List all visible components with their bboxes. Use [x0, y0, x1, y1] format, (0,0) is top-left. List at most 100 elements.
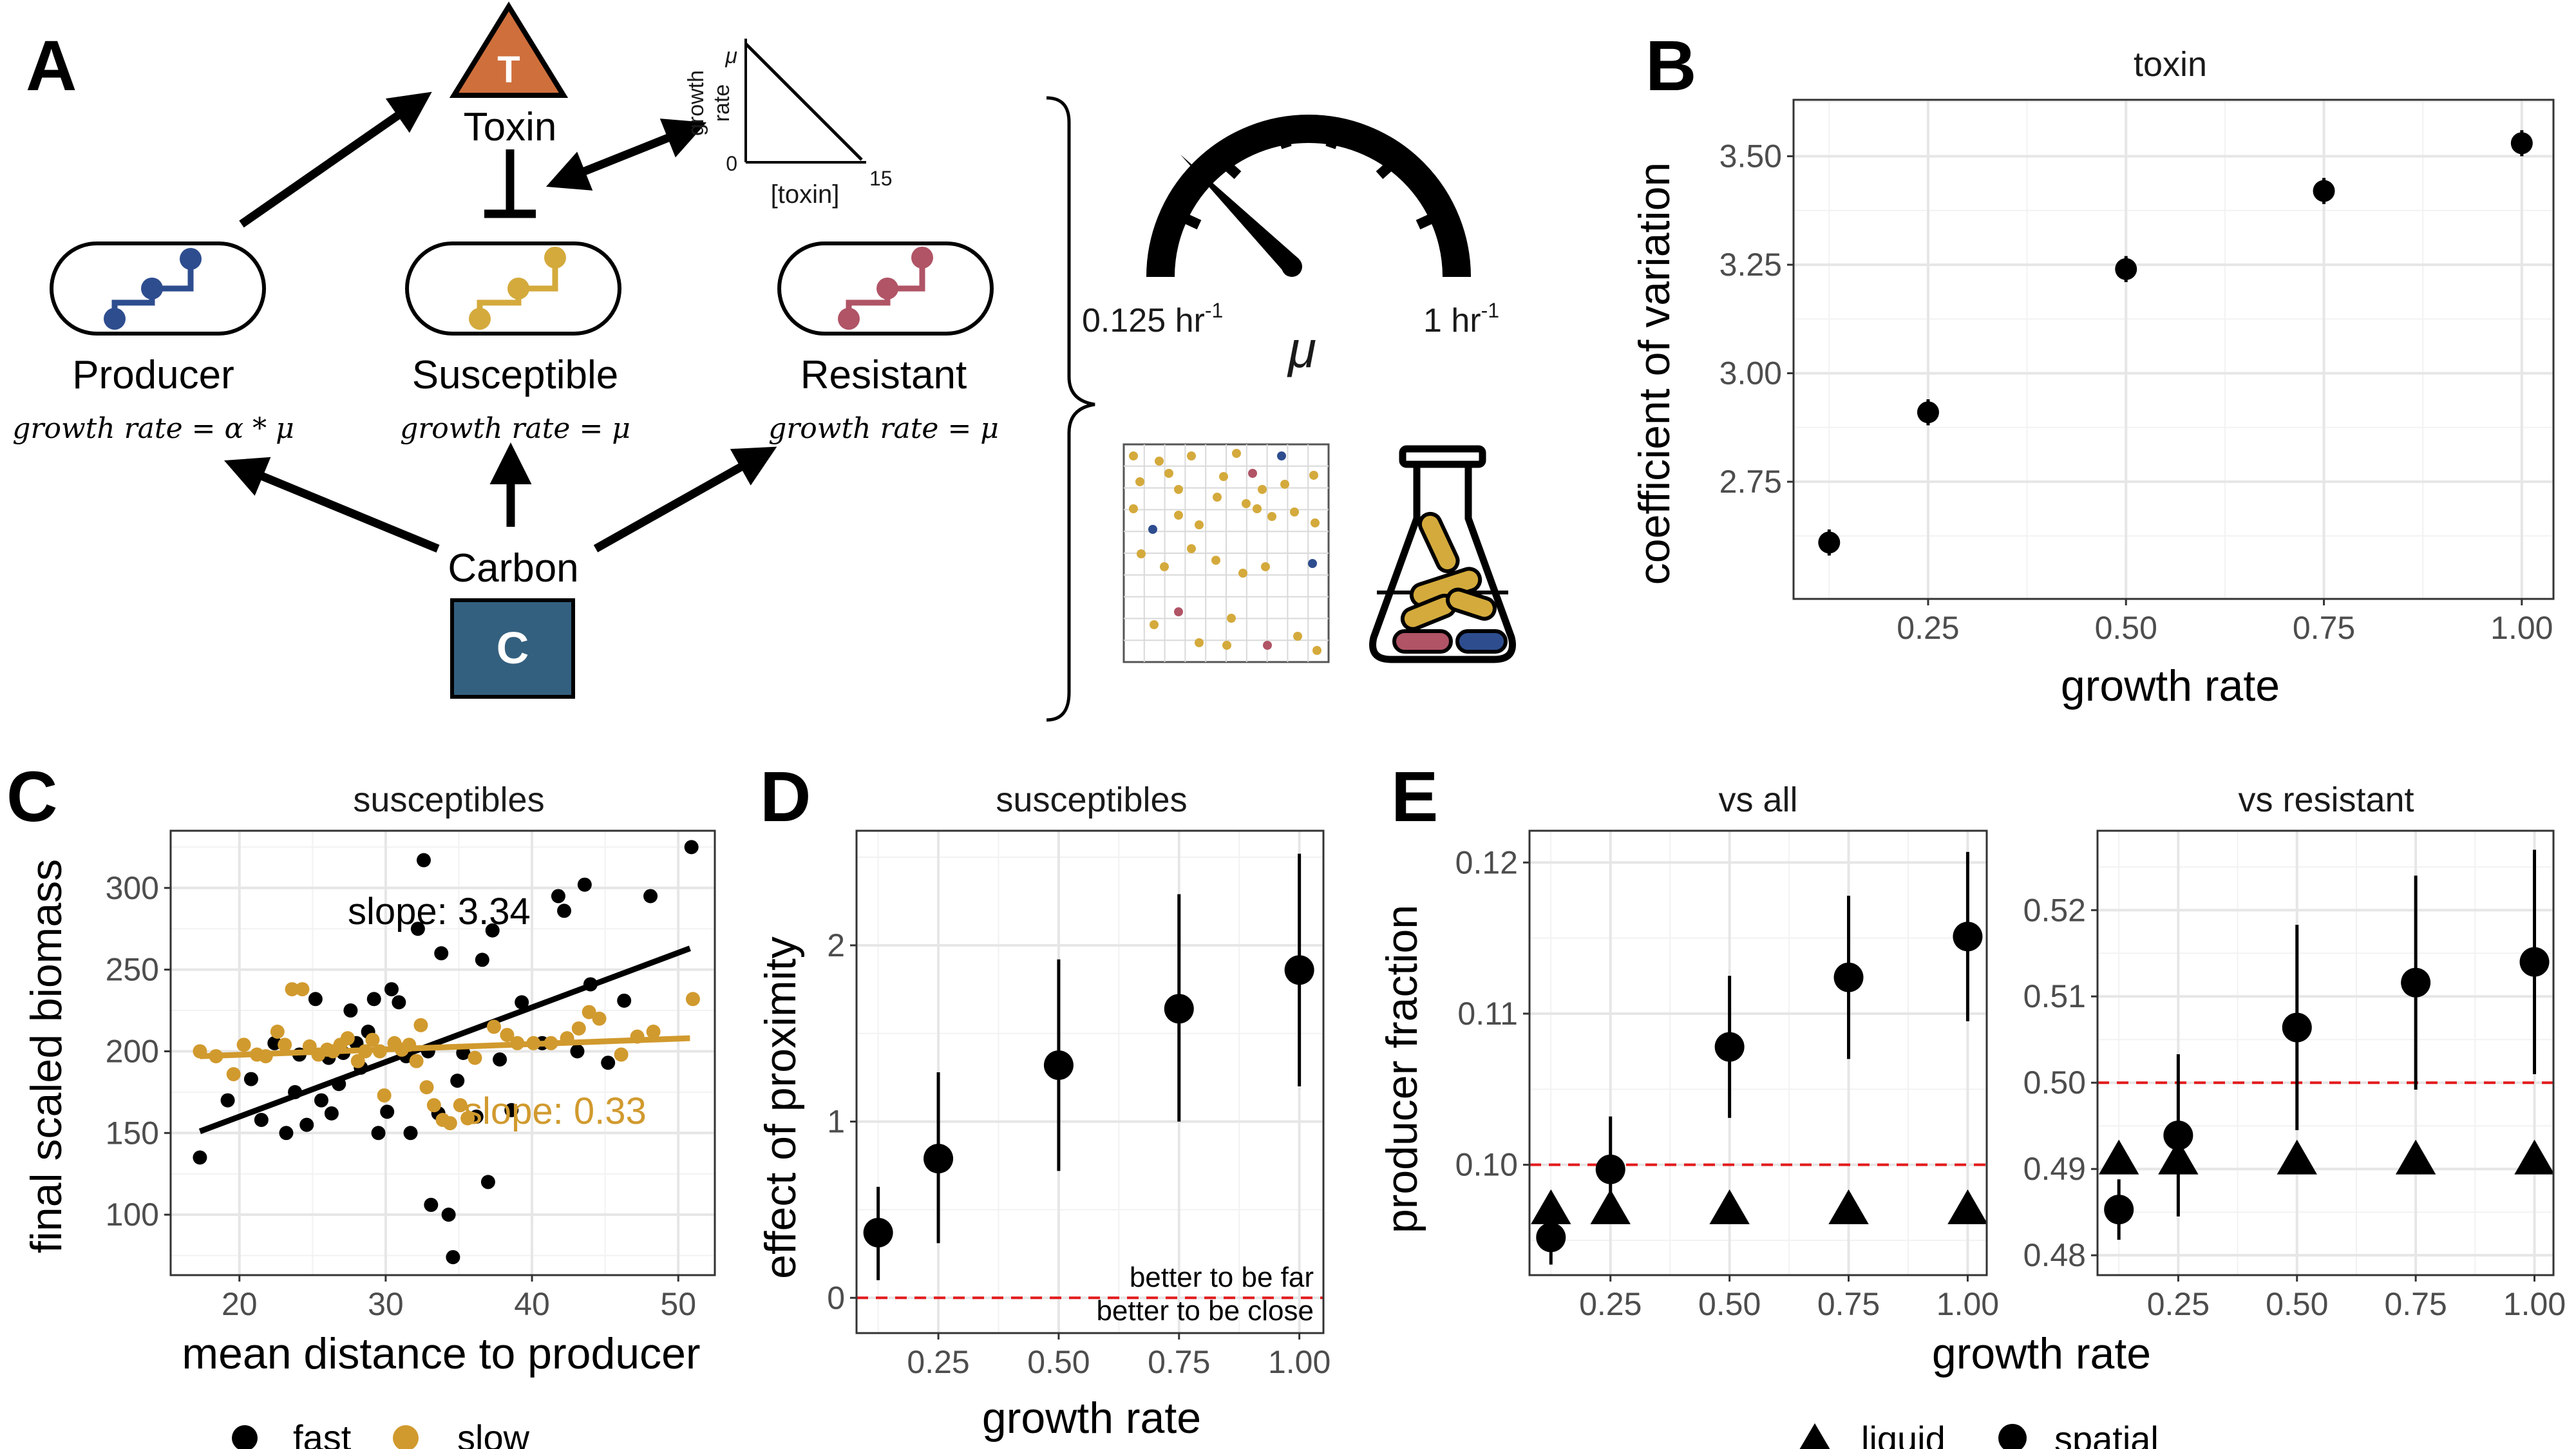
- panel-e-ylabel: producer fraction: [1378, 905, 1426, 1233]
- panel-b-xlabel: growth rate: [2061, 661, 2280, 710]
- grid-illustration-cell: [1242, 499, 1251, 508]
- data-point: [2313, 180, 2335, 202]
- slow-point: [582, 1005, 596, 1019]
- fast-point: [254, 1113, 269, 1128]
- panel-e1-plot: 0.25 0.50 0.75 1.00 0.10 0.11 0.12: [1455, 829, 1999, 1322]
- plot-background: [857, 831, 1323, 1333]
- fast-point: [343, 1003, 358, 1018]
- grid-illustration-cell: [1213, 493, 1222, 502]
- legend-spatial-label: spatial: [2054, 1419, 2159, 1449]
- fast-point: [193, 1150, 207, 1165]
- fast-point: [299, 1117, 314, 1132]
- slow-point: [442, 1116, 457, 1131]
- y-tick-label: 3.00: [1719, 355, 1782, 392]
- panel-letter-d: D: [760, 757, 811, 837]
- legend-fast-marker: [232, 1425, 258, 1449]
- liquid-point: [2098, 1139, 2139, 1175]
- spatial-grid-illustration: [1122, 443, 1330, 663]
- fast-point: [416, 853, 431, 867]
- panel-b-ylabel: coefficient of variation: [1630, 162, 1679, 585]
- panel-e-legend: liquid spatial: [1799, 1419, 2159, 1449]
- x-tick-label: 0.75: [1148, 1344, 1210, 1380]
- plot-border: [1792, 99, 2555, 600]
- plot-background: [2098, 831, 2553, 1275]
- grid-illustration-cell: [1187, 451, 1196, 460]
- legend-slow-marker: [393, 1425, 419, 1449]
- fast-point: [684, 840, 699, 855]
- slow-point: [270, 1025, 285, 1039]
- panel-c-slope-fast: slope: 3.34: [348, 891, 531, 933]
- fast-point: [493, 1052, 507, 1067]
- y-tick-label: 200: [106, 1033, 159, 1069]
- y-tick-label: 0.10: [1455, 1147, 1518, 1183]
- legend-slow-label: slow: [457, 1417, 530, 1449]
- panel-c-title: susceptibles: [353, 781, 544, 819]
- spatial-point: [1953, 922, 1983, 952]
- panel-c-plot: 20 30 40 50 100 150 200 250 300: [106, 829, 716, 1322]
- slow-point: [453, 1098, 468, 1113]
- y-tick-label: 0.52: [2023, 892, 2086, 928]
- x-tick-label: 50: [660, 1286, 696, 1322]
- data-point: [1818, 531, 1841, 554]
- grid-illustration-cell: [1129, 451, 1138, 460]
- grid-illustration-cell: [1290, 507, 1299, 516]
- plot-border: [169, 829, 716, 1276]
- grid-illustration-cell: [1311, 518, 1320, 527]
- grid-illustration-cell: [1164, 469, 1173, 478]
- inset-y-label-2: rate: [710, 84, 734, 122]
- fast-point: [485, 923, 500, 938]
- panel-letter-b: B: [1645, 26, 1696, 106]
- fast-point: [220, 1093, 235, 1108]
- x-tick-label: 0.75: [1817, 1286, 1880, 1322]
- data-point: [1917, 401, 1939, 424]
- susceptible-label: Susceptible: [412, 353, 619, 397]
- slow-point: [377, 1088, 392, 1103]
- liquid-point: [1828, 1189, 1869, 1224]
- grid-illustration-cell: [1293, 632, 1302, 641]
- slow-point: [614, 1047, 629, 1062]
- spatial-point: [1833, 962, 1864, 992]
- grid-illustration-cell: [1187, 544, 1196, 553]
- panel-c-xlabel: mean distance to producer: [182, 1329, 700, 1378]
- x-tick-label: 0.25: [1897, 610, 1959, 646]
- panel-letter-e: E: [1391, 757, 1438, 837]
- grid-illustration-cell: [1312, 646, 1321, 655]
- y-tick-label: 1: [827, 1104, 845, 1140]
- slow-point: [365, 1032, 380, 1047]
- x-tick-label: 0.50: [2266, 1286, 2328, 1322]
- slow-point: [340, 1031, 355, 1046]
- inset-x-max: 15: [869, 167, 893, 190]
- fast-point: [279, 1126, 294, 1141]
- resistant-label: Resistant: [800, 353, 967, 397]
- spatial-point: [2104, 1195, 2134, 1225]
- panel-d-ylabel: effect of proximity: [756, 936, 805, 1279]
- fast-point: [324, 1106, 339, 1121]
- gauge-mu-symbol: μ: [1287, 321, 1316, 378]
- growth-rate-gauge: 0.125 hr-1 1 hr-1 μ: [1082, 115, 1499, 378]
- slow-point: [285, 982, 299, 997]
- grid-illustration-cell: [1238, 569, 1247, 578]
- x-tick-label: 0.50: [2095, 610, 2157, 646]
- fast-point: [314, 1093, 328, 1108]
- fast-point: [570, 1044, 585, 1059]
- grid-illustration-cell: [1195, 520, 1204, 529]
- x-tick-label: 0.25: [1579, 1286, 1642, 1322]
- fast-point: [434, 946, 449, 961]
- panel-d-title: susceptibles: [996, 781, 1187, 819]
- legend-fast-label: fast: [293, 1417, 352, 1449]
- data-point: [1043, 1050, 1074, 1080]
- x-tick-label: 1.00: [2490, 610, 2553, 646]
- toxin-response-inset: μ 0 15 [toxin] growth rate: [684, 39, 893, 209]
- y-tick-label: 0.50: [2023, 1065, 2086, 1101]
- gauge-min-label: 0.125 hr-1: [1082, 299, 1223, 339]
- panel-e-xlabel: growth rate: [1932, 1329, 2151, 1378]
- liquid-point: [1709, 1189, 1750, 1224]
- legend-liquid-label: liquid: [1861, 1419, 1946, 1449]
- grid-illustration-cell: [1155, 457, 1164, 466]
- data-point: [2115, 258, 2137, 280]
- carbon-symbol: C: [497, 623, 529, 673]
- carbon-to-producer-arrow: [223, 457, 440, 553]
- spatial-point: [2519, 947, 2550, 977]
- grid-illustration-cell: [1248, 469, 1257, 478]
